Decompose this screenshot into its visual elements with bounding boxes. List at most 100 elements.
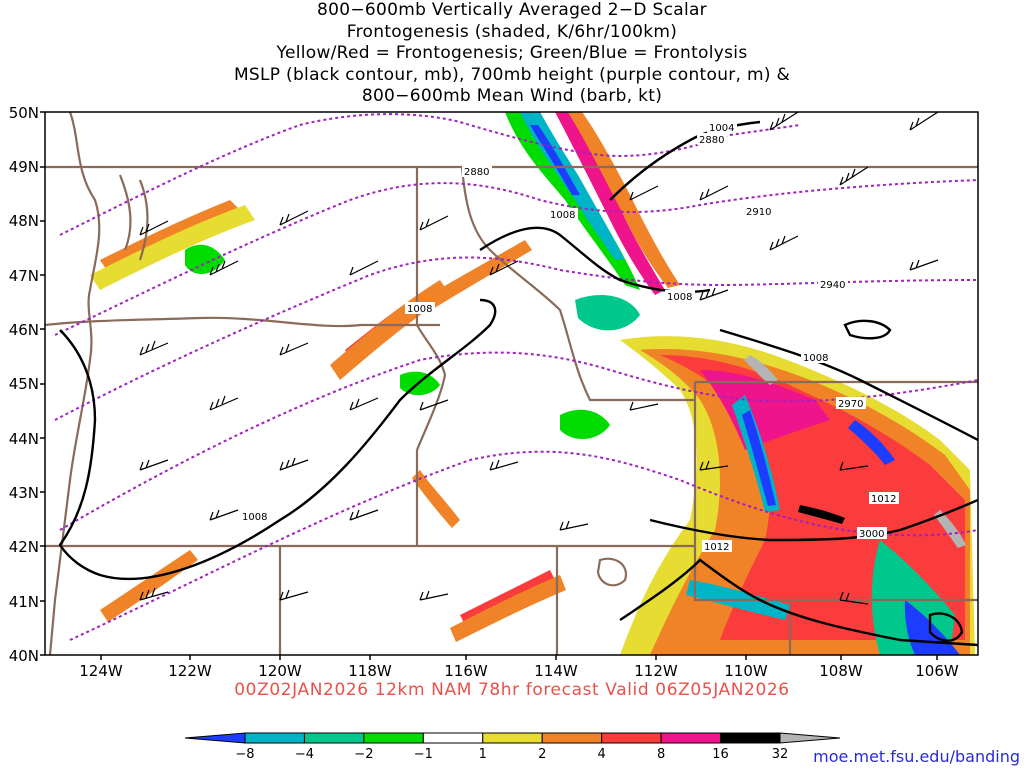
frontogenesis-extreme-wy-2 — [798, 505, 845, 524]
colorbar-label: 8 — [657, 747, 665, 762]
frontogenesis-band-nv — [412, 470, 460, 528]
height-label: 2880 — [699, 135, 724, 146]
frontogenesis-extreme-wy-1 — [744, 355, 778, 385]
frontogenesis-band-id — [420, 240, 532, 312]
frontolysis-patch-id — [560, 409, 610, 440]
colorbar-tip-high — [779, 732, 841, 744]
mslp-contour-low-mt — [843, 319, 892, 340]
height-contour-2910 — [54, 179, 978, 336]
forecast-valid-text: 00Z02JAN2026 12km NAM 78hr forecast Vali… — [234, 680, 790, 700]
mslp-label: 1012 — [704, 542, 729, 553]
colorbar-label: 4 — [598, 747, 606, 762]
lat-label: 48N — [9, 212, 39, 230]
frontolysis-core-wy — [742, 410, 776, 506]
colorbar-segment — [422, 732, 484, 744]
frontogenesis-band-north-outer — [568, 112, 680, 288]
frontolysis-core-north — [530, 125, 580, 195]
mslp-contour-1012-south — [619, 558, 978, 647]
frontogenesis-zone-wy-core — [700, 370, 830, 450]
height-label: 2970 — [838, 399, 863, 410]
lon-label: 112W — [634, 662, 678, 680]
frontogenesis-shading — [90, 112, 975, 655]
colorbar-segment — [601, 732, 662, 744]
great-salt-lake — [596, 557, 628, 587]
border-id-mt — [460, 166, 695, 402]
lat-label: 41N — [9, 593, 39, 611]
colorbar-label: −2 — [354, 747, 373, 762]
mslp-label: 1008 — [550, 210, 575, 221]
colorbar-tip-low — [184, 732, 246, 744]
mslp-contour-low-co — [928, 612, 964, 642]
lon-label: 106W — [915, 662, 959, 680]
border-or-id — [415, 167, 447, 451]
lat-label: 47N — [9, 267, 39, 285]
title-line-1: 800−600mb Vertically Averaged 2−D Scalar — [317, 0, 707, 20]
chart-title: 800−600mb Vertically Averaged 2−D Scalar… — [0, 0, 1024, 108]
height-label: 2910 — [746, 207, 771, 218]
title-line-2: Frontogenesis (shaded, K/6hr/100km) — [346, 21, 678, 42]
puget-sound — [118, 174, 149, 261]
wind-barbs — [139, 112, 939, 605]
title-line-3: Yellow/Red = Frontogenesis; Green/Blue =… — [276, 43, 748, 63]
lon-label: 116W — [444, 662, 488, 680]
colorbar-label: 2 — [538, 747, 546, 762]
colorbar-segment — [244, 732, 305, 744]
mslp-label: 1008 — [407, 304, 432, 315]
height-label: 3000 — [859, 529, 884, 540]
frontolysis-patch-wa — [185, 244, 225, 275]
height-contour-2880 — [59, 113, 801, 236]
mslp-contour-1008-west — [58, 298, 497, 581]
height-contour-2970 — [59, 351, 978, 531]
frontogenesis-band-ca — [100, 550, 198, 622]
title-line-5: 800−600mb Mean Wind (barb, kt) — [361, 86, 663, 106]
colorbar-label: −4 — [295, 747, 314, 762]
lon-label: 118W — [348, 662, 392, 680]
lon-ticks — [100, 655, 938, 660]
lat-ticks — [40, 111, 45, 656]
height-contour-2940 — [54, 256, 978, 421]
colorbar-segment — [363, 732, 424, 744]
lat-label: 50N — [9, 104, 39, 122]
lat-label: 42N — [9, 538, 39, 556]
frontolysis-band-sd — [848, 420, 895, 465]
colorbar-label: −1 — [414, 747, 433, 762]
colorbar-segment — [482, 732, 543, 744]
credit-link[interactable]: moe.met.fsu.edu/banding — [813, 747, 1020, 766]
colorbar-label: −8 — [235, 747, 254, 762]
political-borders — [45, 112, 978, 655]
mslp-label: 1008 — [667, 292, 692, 303]
colorbar-segment — [720, 732, 781, 744]
colorbar-segment — [660, 732, 722, 744]
colorbar-segment — [303, 732, 365, 744]
mslp-label: 1012 — [871, 494, 896, 505]
lat-label: 43N — [9, 484, 39, 502]
coastline-west — [48, 112, 101, 655]
border-ut-wy-co — [693, 382, 978, 602]
frontogenesis-extreme-co — [934, 510, 966, 548]
mslp-contour-1008-east — [719, 328, 978, 442]
lat-label: 44N — [9, 430, 39, 448]
colorbar-label: 1 — [479, 747, 487, 762]
colorbar-label: 32 — [772, 747, 789, 762]
lon-label: 108W — [819, 662, 863, 680]
lat-label: 40N — [9, 647, 39, 665]
title-line-4: MSLP (black contour, mb), 700mb height (… — [233, 64, 791, 85]
contour-labels: 1004 1008 1008 1008 1008 1008 1012 1012 … — [240, 121, 899, 553]
lon-label: 110W — [724, 662, 768, 680]
height-label: 2940 — [820, 280, 845, 291]
mslp-label: 1008 — [803, 353, 828, 364]
mslp-contour-1004 — [609, 120, 761, 201]
height-label: 2880 — [464, 167, 489, 178]
frontogenesis-band-wa-outer — [90, 205, 255, 290]
lat-label: 46N — [9, 321, 39, 339]
mslp-label: 1004 — [709, 123, 734, 134]
lon-label: 124W — [79, 662, 123, 680]
lon-label: 114W — [534, 662, 578, 680]
lon-axis: 124W 122W 120W 118W 116W 114W 112W 110W … — [79, 662, 959, 680]
colorbar: −8 −4 −2 −1 1 2 4 8 16 32 — [184, 732, 841, 762]
lat-label: 45N — [9, 375, 39, 393]
frontolysis-patch-mt — [575, 295, 640, 331]
mslp-label: 1008 — [242, 512, 267, 523]
frontogenesis-band-north — [555, 112, 665, 295]
mslp-contour-1012 — [649, 498, 978, 542]
